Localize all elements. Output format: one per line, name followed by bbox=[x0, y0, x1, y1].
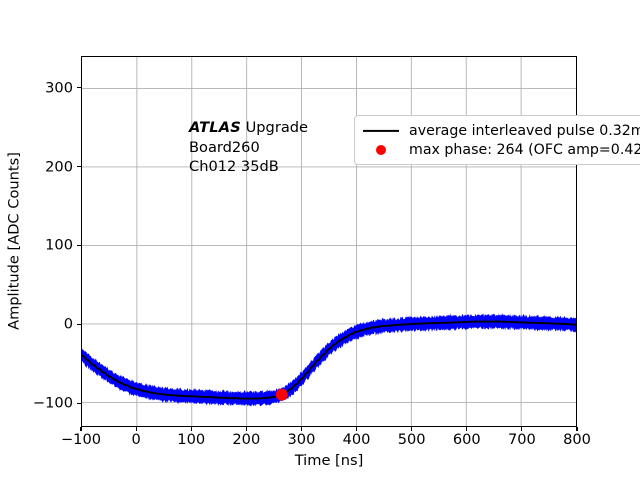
y-tick-label: −100 bbox=[32, 394, 73, 412]
y-tick-label: 0 bbox=[63, 315, 73, 333]
legend-label-average-pulse: average interleaved pulse 0.32mA bbox=[409, 122, 640, 139]
average-pulse-line bbox=[82, 320, 576, 400]
x-tick-label: 600 bbox=[452, 431, 481, 448]
max-phase-marker bbox=[275, 388, 288, 401]
atlas-label: ATLAS bbox=[189, 119, 241, 136]
dot-swatch-icon bbox=[361, 140, 401, 159]
x-tick-label: 500 bbox=[397, 431, 426, 448]
x-tick-mark bbox=[80, 427, 82, 431]
y-tick-mark bbox=[77, 87, 81, 89]
y-tick-mark bbox=[77, 323, 81, 325]
y-tick-label: 300 bbox=[45, 79, 73, 97]
x-tick-mark bbox=[576, 427, 578, 431]
y-tick-mark bbox=[77, 165, 81, 168]
x-tick-label: −100 bbox=[60, 431, 102, 448]
x-tick-mark bbox=[300, 427, 302, 431]
line-swatch-icon bbox=[361, 121, 401, 140]
x-tick-label: 800 bbox=[563, 431, 591, 448]
x-tick-mark bbox=[521, 427, 523, 431]
chart-canvas bbox=[82, 57, 576, 426]
x-tick-label: 200 bbox=[232, 431, 261, 448]
x-tick-label: 300 bbox=[287, 431, 316, 448]
y-tick-mark bbox=[77, 402, 81, 404]
x-tick-label: 700 bbox=[507, 431, 536, 448]
x-tick-mark bbox=[135, 427, 137, 431]
gridlines bbox=[82, 57, 576, 426]
x-tick-mark bbox=[190, 427, 192, 431]
x-tick-mark bbox=[245, 427, 247, 431]
x-axis-label: Time [ns] bbox=[294, 452, 364, 469]
atlas-annotation: ATLAS Upgrade Board260 Ch012 35dB bbox=[189, 118, 308, 177]
y-axis-label: Amplitude [ADC Counts] bbox=[5, 152, 23, 330]
board-label: Board260 bbox=[189, 138, 260, 156]
x-tick-mark bbox=[466, 427, 468, 431]
x-tick-label: 100 bbox=[177, 431, 206, 448]
legend-item-average-pulse: average interleaved pulse 0.32mA bbox=[361, 121, 640, 140]
y-tick-label: 200 bbox=[45, 158, 73, 175]
y-tick-label: 100 bbox=[45, 236, 73, 254]
legend-label-max-phase: max phase: 264 (OFC amp=0.427) bbox=[409, 141, 640, 158]
x-tick-label: 400 bbox=[342, 431, 371, 448]
x-tick-mark bbox=[411, 427, 413, 431]
plot-area: ATLAS Upgrade Board260 Ch012 35dB averag… bbox=[81, 56, 640, 427]
x-tick-label: 0 bbox=[131, 431, 141, 448]
channel-label: Ch012 35dB bbox=[189, 158, 279, 175]
legend: average interleaved pulse 0.32mA max pha… bbox=[354, 115, 640, 165]
legend-item-max-phase: max phase: 264 (OFC amp=0.427) bbox=[361, 140, 640, 159]
noise-band-series bbox=[82, 313, 576, 407]
y-tick-mark bbox=[77, 244, 81, 246]
atlas-suffix-label: Upgrade bbox=[240, 119, 309, 136]
x-tick-mark bbox=[356, 427, 358, 431]
